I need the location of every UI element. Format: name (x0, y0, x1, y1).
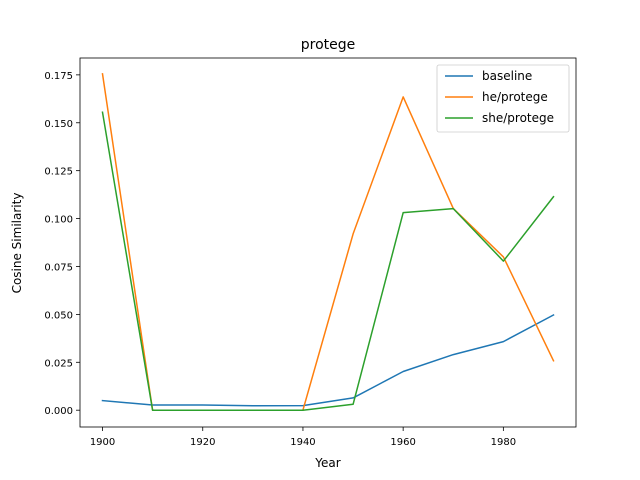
plot-area: 1900 1920 1940 1960 1980 0.000 0.025 0.050 0.075… (44, 57, 577, 448)
x-tick-label: 1940 (290, 437, 315, 448)
chart-title: protege (301, 37, 356, 53)
x-tick-label: 1900 (90, 437, 115, 448)
y-tick-label: 0.000 (44, 406, 73, 417)
y-tick-label: 0.025 (44, 358, 73, 369)
y-tick-label: 0.125 (44, 167, 73, 178)
legend-label: he/protege (482, 90, 548, 104)
legend-label: baseline (482, 69, 532, 83)
x-tick-label: 1960 (390, 437, 415, 448)
y-tick-label: 0.150 (44, 119, 73, 130)
x-tick-label: 1980 (491, 437, 516, 448)
series-line-1 (101, 313, 555, 407)
axes-frame (79, 57, 577, 428)
y-tick-label: 0.100 (44, 215, 73, 226)
x-axis-label: Year (314, 456, 340, 470)
legend-box (436, 64, 570, 133)
y-axis-label: Cosine Similarity (10, 193, 24, 294)
series-line-3 (101, 111, 555, 411)
x-tick-label: 1920 (190, 437, 215, 448)
legend: baseline he/protege she/protege (436, 64, 570, 133)
legend-label: she/protege (482, 111, 554, 125)
y-tick-label: 0.050 (44, 310, 73, 321)
y-tick-label: 0.175 (44, 71, 73, 82)
y-tick-label: 0.075 (44, 262, 73, 273)
